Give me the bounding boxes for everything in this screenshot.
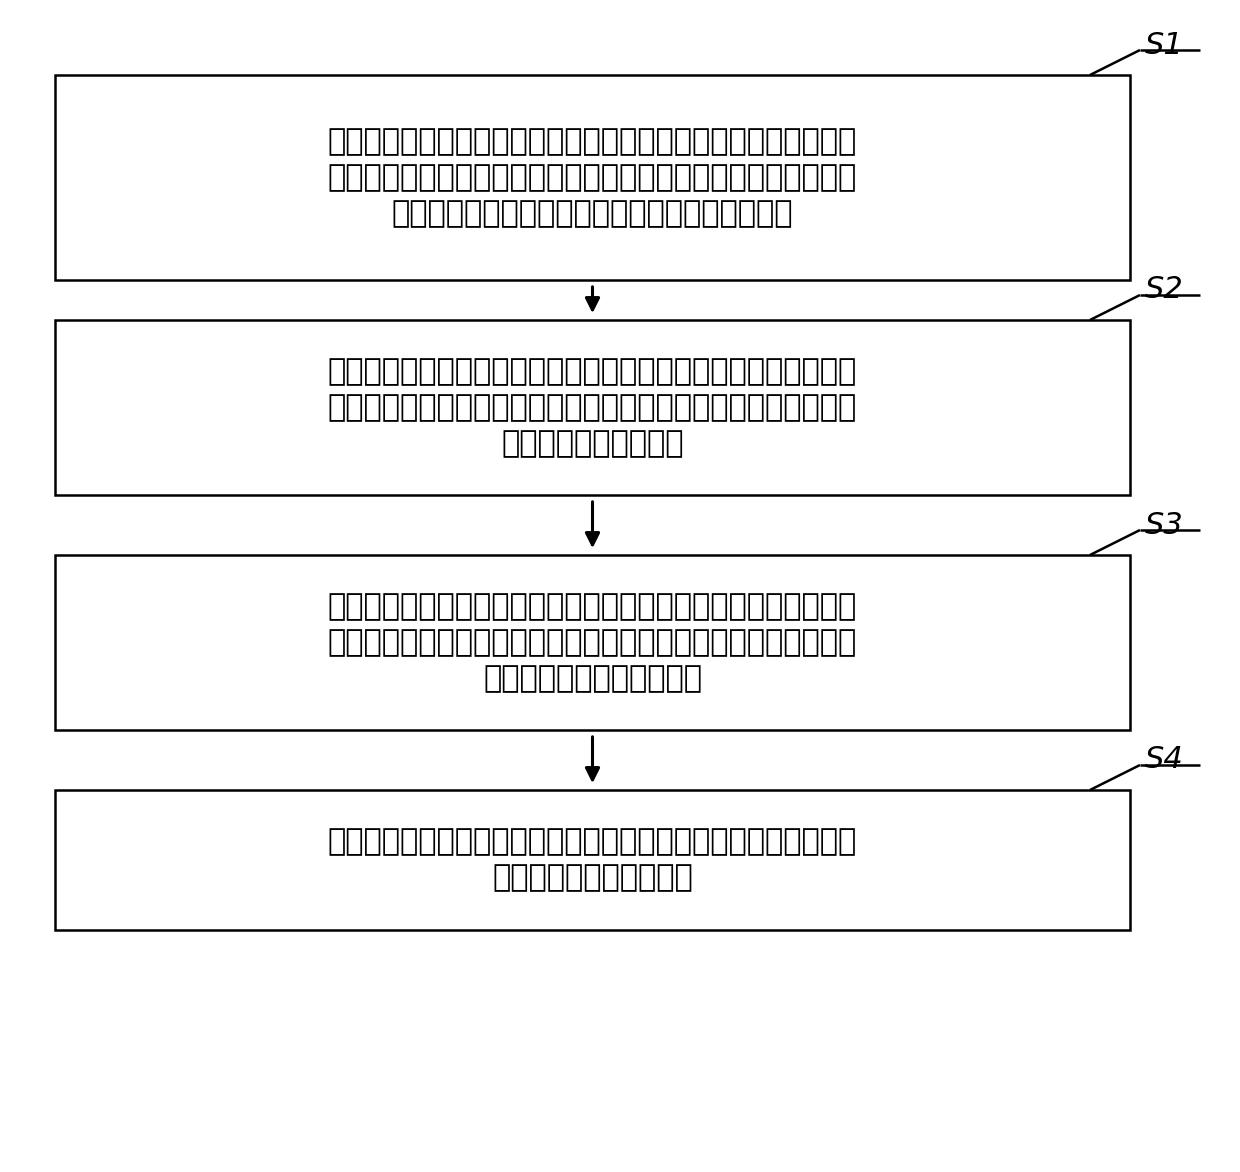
Text: 采样获取反馈采样样本，采用普罗尼算法估计反馈频率参数和反馈: 采样获取反馈采样样本，采用普罗尼算法估计反馈频率参数和反馈 xyxy=(327,628,857,657)
Text: 根据所述主采样可能解组合和所述反馈可能解组合联合获取信号的: 根据所述主采样可能解组合和所述反馈可能解组合联合获取信号的 xyxy=(327,827,857,857)
Bar xyxy=(55,320,1130,495)
Text: 样频率参数和主采样幅值参数的主采样可能解组合: 样频率参数和主采样幅值参数的主采样可能解组合 xyxy=(392,199,794,229)
Text: 主采样通道与信号发送单元连接，以对所述信号发送单元发送的多: 主采样通道与信号发送单元连接，以对所述信号发送单元发送的多 xyxy=(327,127,857,156)
Text: S1: S1 xyxy=(1145,30,1184,60)
Text: 所述反馈采样通道根据所述反馈采样率对所述多谐波信号进行低速: 所述反馈采样通道根据所述反馈采样率对所述多谐波信号进行低速 xyxy=(327,592,857,621)
Text: ，与反馈采样通道连接: ，与反馈采样通道连接 xyxy=(501,429,683,458)
Text: S4: S4 xyxy=(1145,745,1184,775)
Bar xyxy=(55,790,1130,931)
Text: S2: S2 xyxy=(1145,275,1184,305)
Text: S3: S3 xyxy=(1145,511,1184,539)
Bar xyxy=(55,556,1130,730)
Text: 根据估计的主频率参数集生成反馈采样率，及切换控制信号，所述: 根据估计的主频率参数集生成反馈采样率，及切换控制信号，所述 xyxy=(327,356,857,386)
Text: 谐波信号进行低速采样获取主采样样本，根据普罗尼算法估计主采: 谐波信号进行低速采样获取主采样样本，根据普罗尼算法估计主采 xyxy=(327,163,857,192)
Text: 信号发送单元根据所述切换控制信号断开与所述主采样通道的连接: 信号发送单元根据所述切换控制信号断开与所述主采样通道的连接 xyxy=(327,393,857,422)
Bar xyxy=(55,75,1130,280)
Text: 估计频率和估计幅值参数: 估计频率和估计幅值参数 xyxy=(492,864,693,893)
Text: 幅值参数的反馈可能解组合: 幅值参数的反馈可能解组合 xyxy=(484,665,702,694)
